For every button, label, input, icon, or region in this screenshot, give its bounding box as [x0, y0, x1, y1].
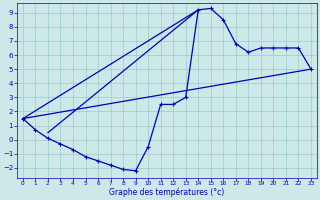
X-axis label: Graphe des températures (°c): Graphe des températures (°c)	[109, 188, 225, 197]
